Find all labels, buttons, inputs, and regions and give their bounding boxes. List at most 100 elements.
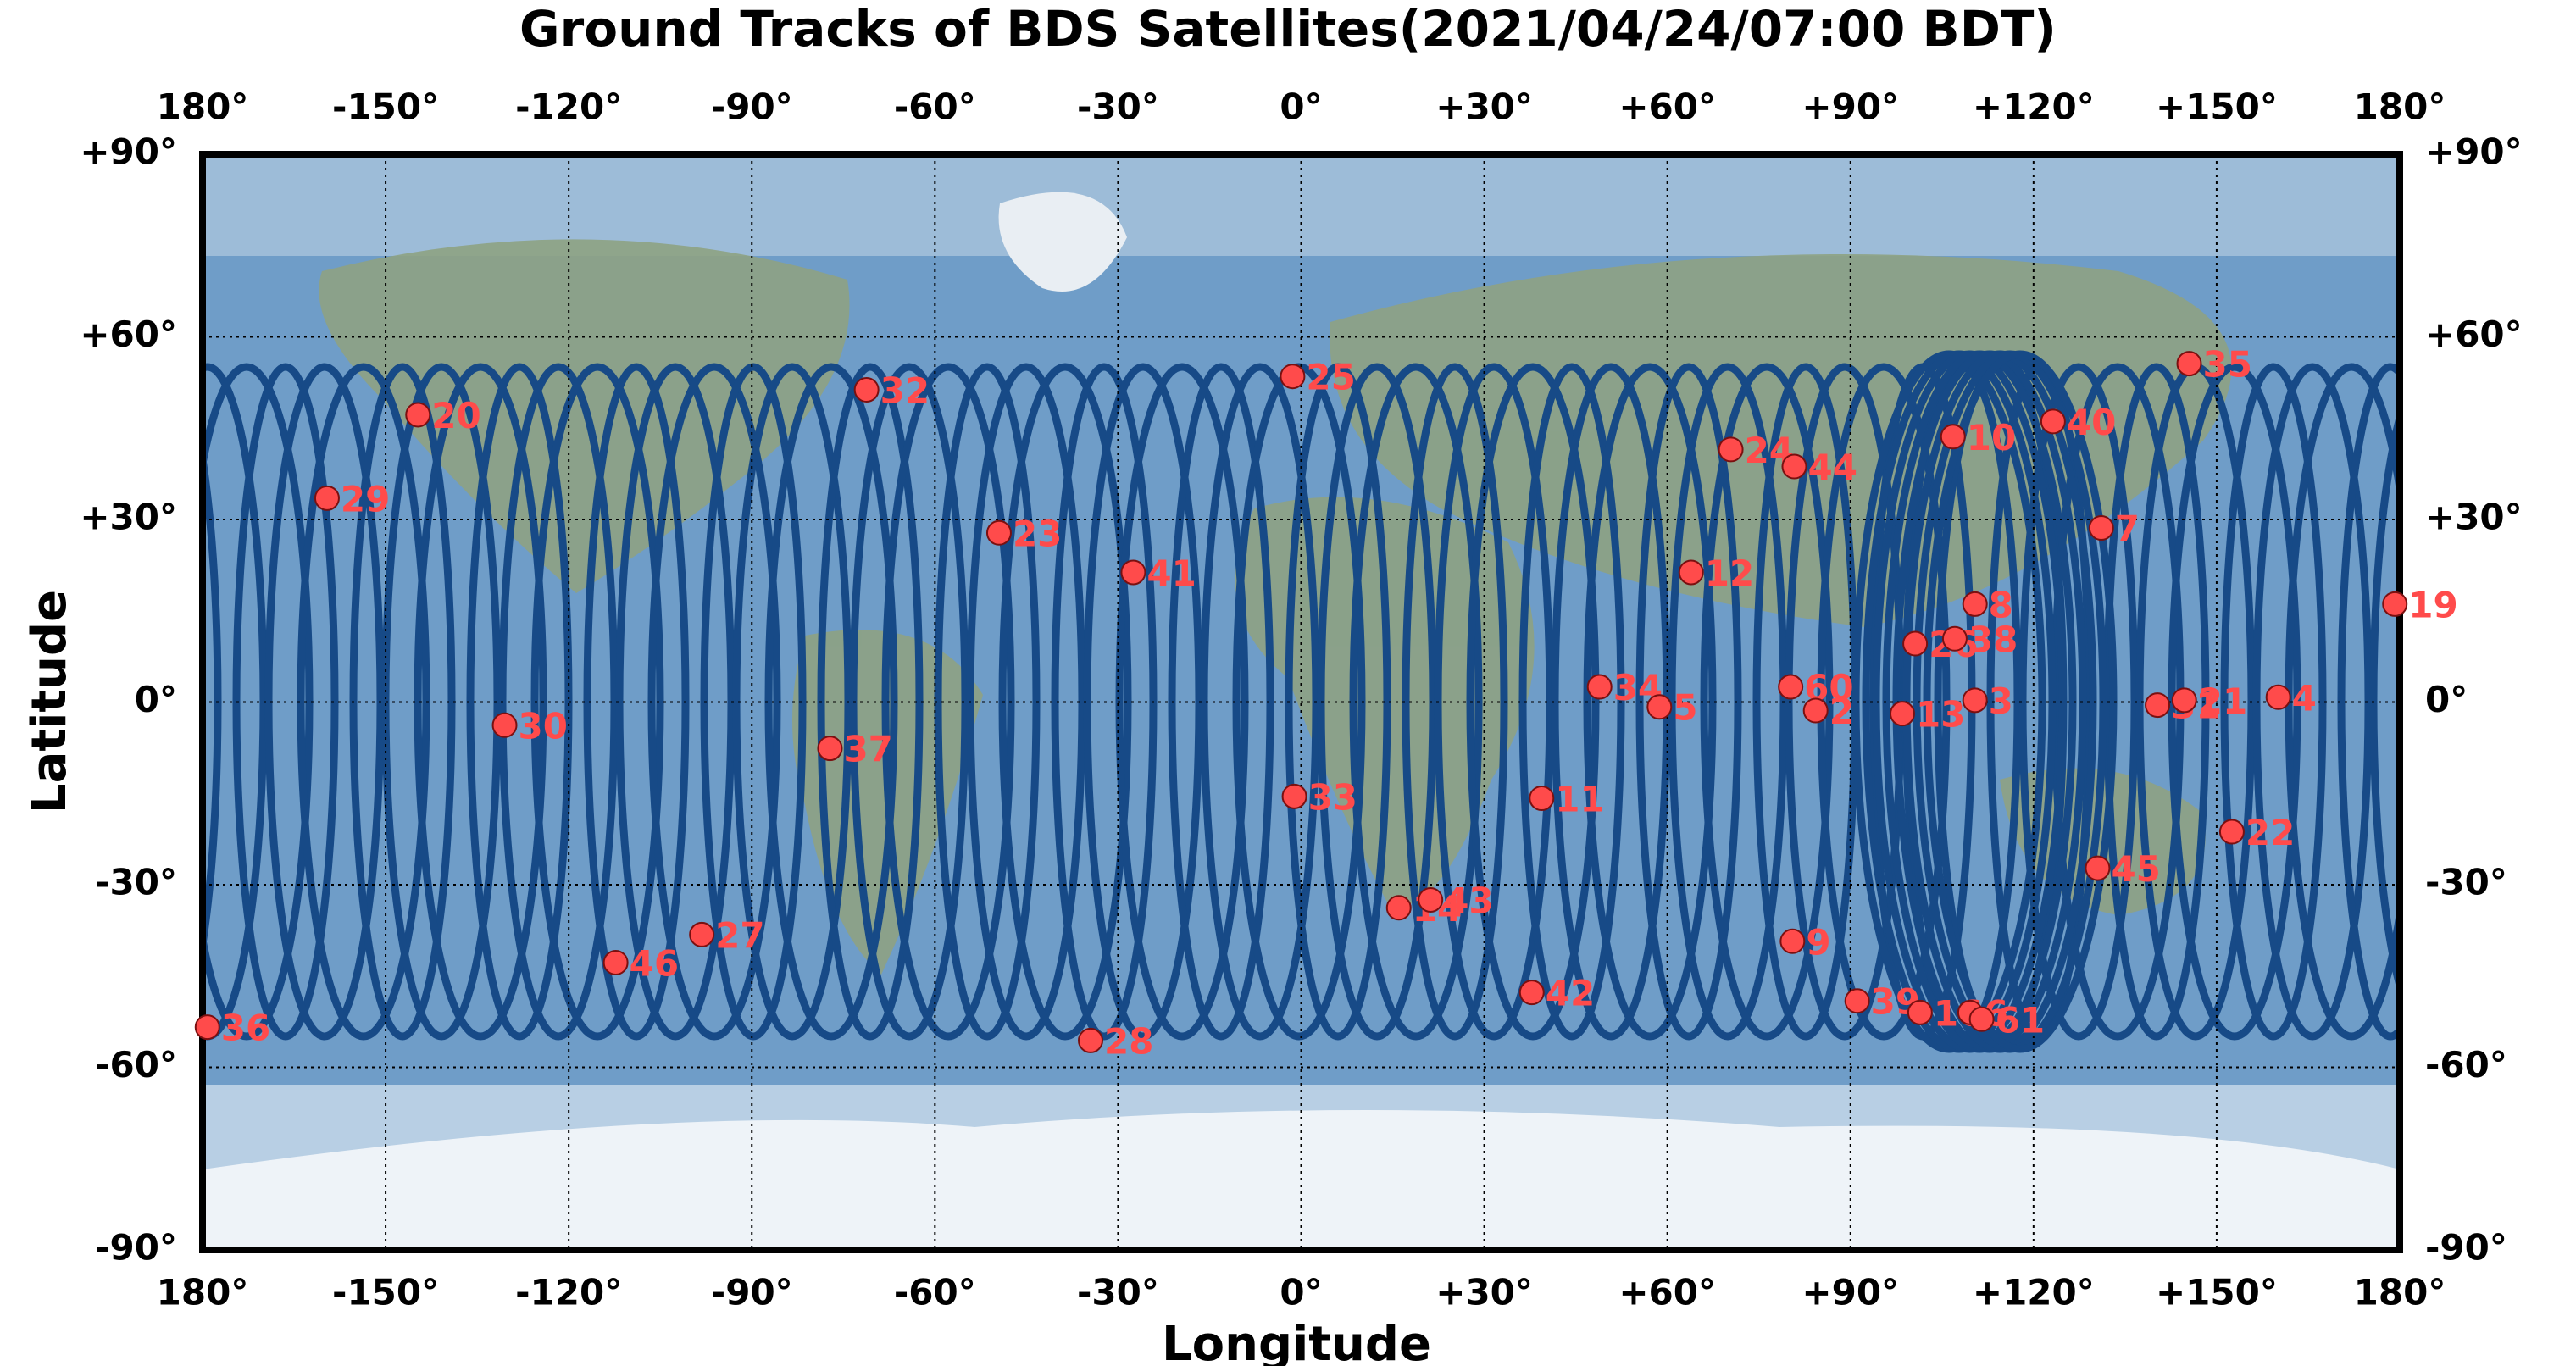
satellite-point <box>2085 855 2111 881</box>
satellite-point <box>1281 783 1307 809</box>
satellite-point <box>1718 436 1744 463</box>
satellite-label: 5 <box>1673 687 1697 729</box>
satellite-point <box>689 921 715 947</box>
satellite-point <box>1120 559 1146 586</box>
satellite-point <box>2218 819 2245 845</box>
satellite-point <box>2145 692 2171 719</box>
satellite-point <box>1586 674 1613 700</box>
satellite-point <box>1968 1006 1995 1032</box>
satellite-point <box>2176 351 2202 377</box>
satellite-point <box>1418 886 1444 913</box>
satellite-point <box>1889 701 1915 727</box>
y-tick-label: +60° <box>2425 314 2523 355</box>
y-axis-label: Latitude <box>22 590 77 813</box>
track <box>2337 363 2400 1041</box>
x-tick-label: -120° <box>515 86 622 128</box>
satellite-label: 25 <box>1306 357 1355 398</box>
satellite-label: 33 <box>1308 776 1357 818</box>
satellite-label: 32 <box>880 369 930 411</box>
satellite-point <box>1902 630 1929 657</box>
satellite-point <box>314 485 340 511</box>
satellite-point <box>1529 785 1555 811</box>
satellite-point <box>1678 559 1704 586</box>
satellite-label: 12 <box>1705 553 1754 594</box>
satellite-label: 27 <box>715 914 764 956</box>
satellite-label: 10 <box>1967 417 2016 458</box>
y-tick-label: -60° <box>2425 1044 2507 1086</box>
satellite-point <box>1646 694 1673 720</box>
y-tick-label: +30° <box>80 497 177 538</box>
y-tick-label: +90° <box>80 131 177 173</box>
satellite-label: 44 <box>1807 447 1857 488</box>
x-tick-label: -120° <box>515 1272 622 1313</box>
y-tick-label: +90° <box>2425 131 2523 173</box>
y-tick-label: -90° <box>2425 1227 2507 1269</box>
x-tick-label: 0° <box>1280 86 1322 128</box>
satellite-label: 38 <box>1968 619 2018 660</box>
satellite-label: 23 <box>1013 513 1062 554</box>
y-tick-label: -60° <box>95 1044 177 1086</box>
chart-title: Ground Tracks of BDS Satellites(2021/04/… <box>519 0 2057 58</box>
satellite-label: 7 <box>2115 508 2140 550</box>
satellite-point <box>2382 591 2408 617</box>
x-tick-label: +60° <box>1618 1272 1716 1313</box>
satellite-label: 8 <box>1989 584 2013 625</box>
satellite-point <box>2088 515 2114 541</box>
satellite-point <box>1962 591 1988 617</box>
satellite-label: 20 <box>431 395 480 436</box>
satellite-point <box>1802 697 1829 724</box>
satellite-label: 36 <box>221 1008 270 1049</box>
satellite-point <box>1941 625 1968 652</box>
satellite-label: 22 <box>2246 812 2295 853</box>
satellite-point <box>1962 687 1988 714</box>
satellite-point <box>853 376 880 403</box>
satellite-label: 40 <box>2067 402 2116 443</box>
satellite-point <box>1779 928 1806 954</box>
satellite-point <box>405 402 431 428</box>
x-tick-label: -90° <box>711 1272 793 1313</box>
satellite-point <box>194 1014 220 1041</box>
satellite-label: 4 <box>2292 677 2317 719</box>
satellite-point <box>1385 895 1412 921</box>
satellite-label: 45 <box>2111 848 2160 890</box>
satellite-point <box>1907 999 1933 1025</box>
x-tick-label: 180° <box>2354 86 2446 128</box>
satellite-label: 35 <box>2203 344 2252 386</box>
x-tick-label: -60° <box>894 1272 976 1313</box>
x-tick-label: 180° <box>2354 1272 2446 1313</box>
satellite-point <box>817 736 843 762</box>
satellite-label: 61 <box>1996 999 2045 1041</box>
x-tick-label: +30° <box>1435 1272 1533 1313</box>
x-tick-label: -30° <box>1077 1272 1159 1313</box>
x-tick-label: 180° <box>157 86 249 128</box>
y-tick-label: 0° <box>135 679 177 720</box>
y-tick-label: +60° <box>80 314 177 355</box>
satellite-label: 11 <box>1555 778 1604 819</box>
x-tick-label: -150° <box>332 86 439 128</box>
x-tick-label: +30° <box>1435 86 1533 128</box>
satellite-label: 30 <box>519 705 568 747</box>
satellite-label: 28 <box>1104 1020 1153 1062</box>
satellite-label: 13 <box>1916 694 1965 736</box>
x-tick-label: +120° <box>1973 86 2095 128</box>
satellite-label: 42 <box>1546 973 1595 1014</box>
satellite-point <box>1778 674 1804 700</box>
x-tick-label: +60° <box>1618 86 1716 128</box>
satellite-point <box>2171 687 2197 714</box>
satellite-point <box>2040 408 2066 435</box>
y-tick-label: -90° <box>95 1227 177 1269</box>
satellite-label: 41 <box>1146 553 1196 594</box>
y-tick-label: -30° <box>95 862 177 903</box>
satellite-point <box>602 949 629 975</box>
satellite-point <box>985 519 1012 546</box>
satellite-label: 19 <box>2408 584 2457 625</box>
satellite-label: 37 <box>843 729 892 770</box>
x-tick-label: -30° <box>1077 86 1159 128</box>
satellite-point <box>491 712 518 738</box>
satellite-label: 46 <box>630 942 679 984</box>
y-tick-label: -30° <box>2425 862 2507 903</box>
x-tick-label: +90° <box>1802 1272 1899 1313</box>
satellite-label: 29 <box>341 478 390 519</box>
x-tick-label: -60° <box>894 86 976 128</box>
